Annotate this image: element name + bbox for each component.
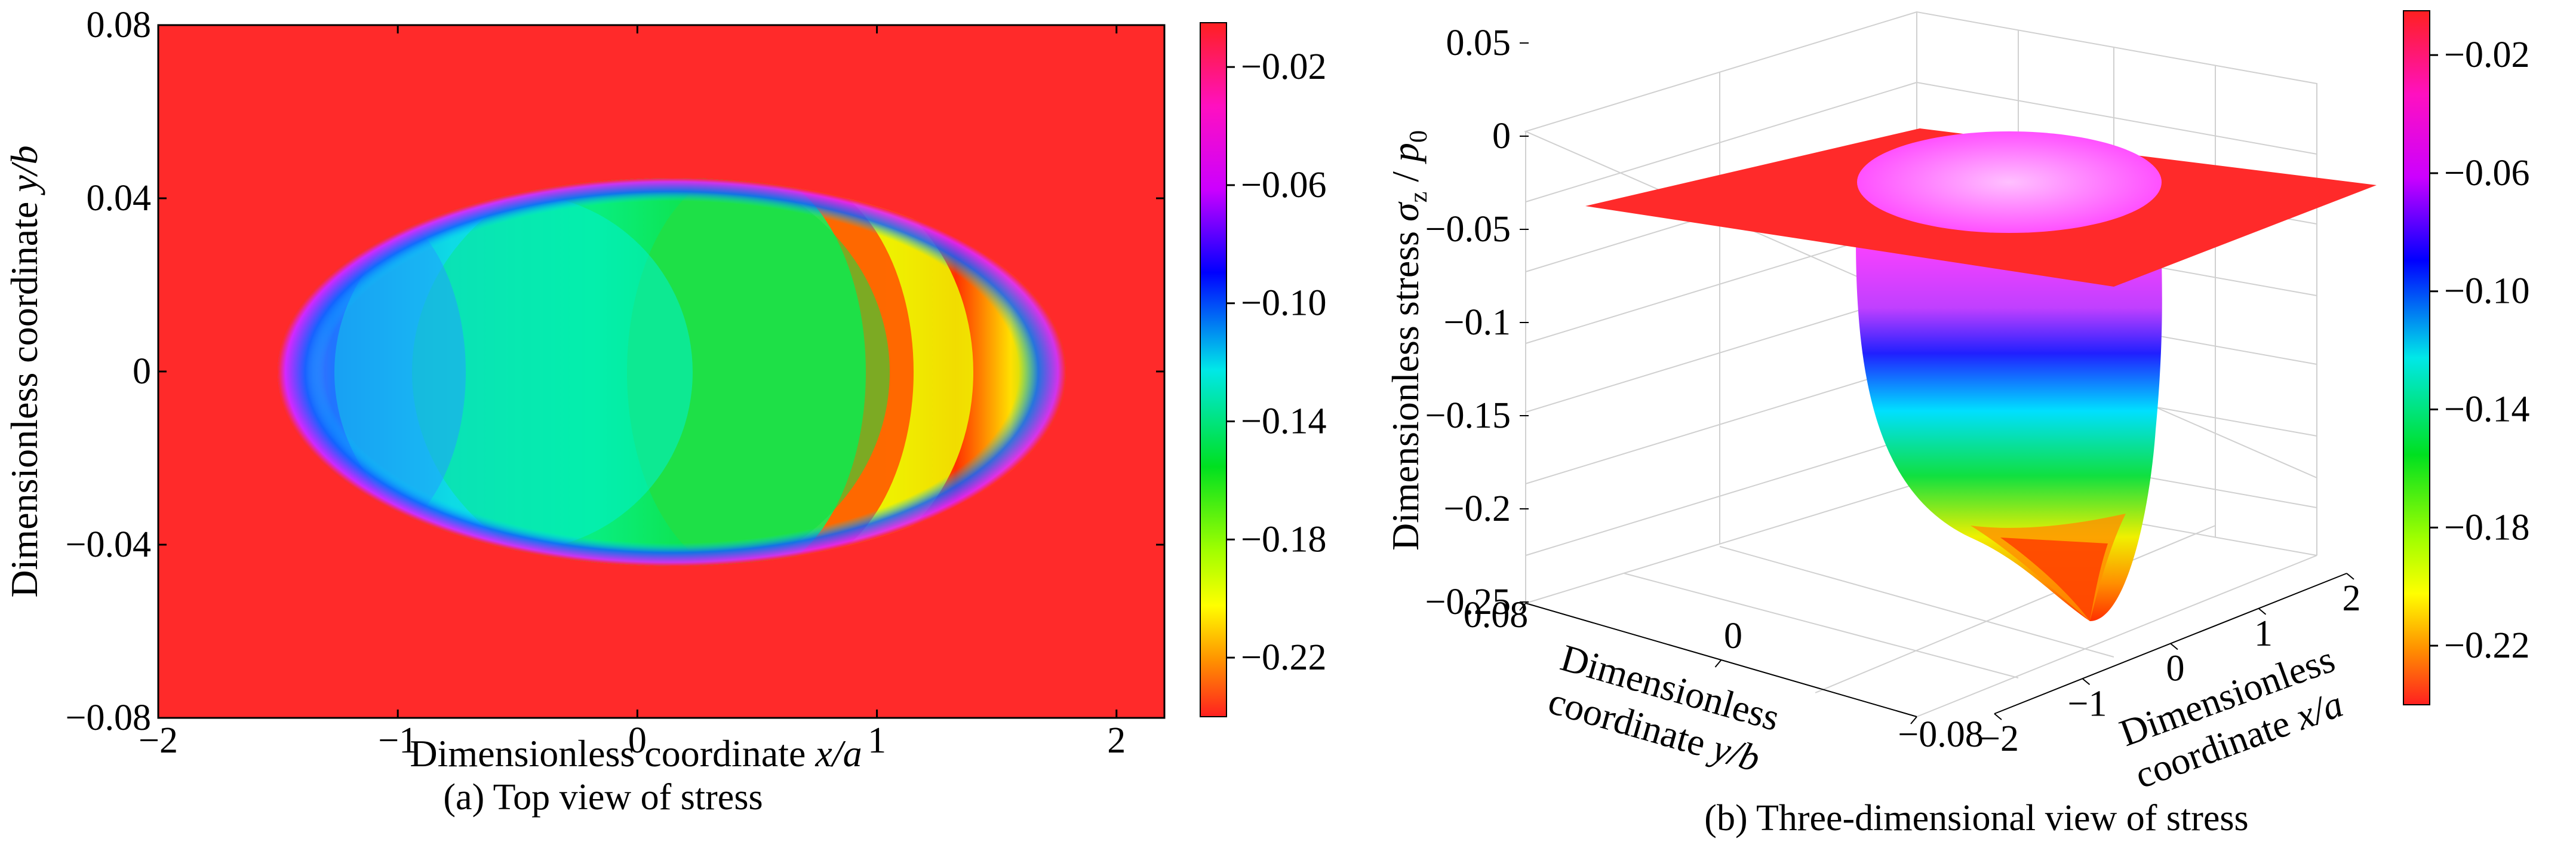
panel-a: −2 −1 0 1 2 −0.08 −0.04 0 0.04 0.08 Dimensionles…	[3, 5, 1326, 818]
colorbar-b	[2403, 10, 2430, 705]
z-tick-label-b: −0.05	[1425, 209, 1511, 250]
colorbar-tick-label: −0.14	[1241, 401, 1326, 442]
stress-surface	[1856, 239, 2162, 621]
y-tick-mark-b	[1519, 603, 1526, 611]
colorbar-tick-label: −0.06	[1241, 165, 1326, 205]
colorbar-tick-label: −0.02	[1241, 47, 1326, 87]
x-tick-label-b: −2	[1979, 718, 2019, 759]
colorbar-tick-label: −0.02	[2444, 35, 2529, 75]
z-tick-label-b: 0.05	[1446, 23, 1511, 63]
z-tick-label-b: −0.2	[1444, 489, 1511, 529]
colorbar-tick-label: −0.22	[2444, 625, 2529, 666]
colorbar-a-ticks: −0.02 −0.06 −0.10 −0.14 −0.18 −0.22	[1226, 47, 1326, 678]
y-tick-label-a: 0.04	[87, 178, 152, 219]
y-tick-label-b: −0.08	[1898, 714, 1983, 755]
x-tick-label-a: 1	[868, 720, 886, 761]
y-axis-ticks-a: −0.08 −0.04 0 0.04 0.08	[66, 5, 1164, 738]
y-tick-label-a: 0	[133, 351, 151, 392]
y-tick-label-b: 0.08	[1464, 595, 1529, 635]
z-axis-ticks-b: 0.05 0 −0.05 −0.1 −0.15 −0.2 −0.25	[1425, 23, 1529, 622]
y-tick-label-a: −0.04	[66, 524, 151, 565]
colorbar-b-ticks: −0.02 −0.06 −0.10 −0.14 −0.18 −0.22	[2430, 35, 2529, 666]
caption-b: (b) Three-dimensional view of stress	[1704, 798, 2248, 839]
colorbar-a	[1200, 22, 1227, 717]
colorbar-tick-label: −0.22	[1241, 637, 1326, 678]
y-axis-label-a: Dimensionless coordinate y/b	[3, 145, 45, 597]
x-tick-label-b: 0	[2166, 649, 2185, 689]
x-tick-mark-b	[2258, 607, 2267, 615]
z-tick-label-b: −0.1	[1444, 302, 1511, 343]
x-tick-mark-b	[2082, 678, 2091, 686]
stress-plane	[1585, 128, 2377, 287]
x-tick-label-b: 2	[2343, 578, 2361, 619]
x-tick-label-b: −1	[2068, 683, 2107, 724]
y-axis-label-b: Dimensionless coordinate y/b	[1544, 636, 1793, 785]
y-tick-label-a: −0.08	[66, 698, 151, 738]
x-tick-label-a: −1	[378, 720, 417, 761]
colorbar-tick-label: −0.18	[2444, 507, 2529, 548]
panel-b: 0.05 0 −0.05 −0.1 −0.15 −0.2 −0.25 Dimensionle…	[1384, 10, 2529, 839]
colorbar-tick-label: −0.10	[1241, 283, 1326, 324]
x-tick-mark-b	[1994, 713, 2002, 720]
x-tick-label-a: −2	[139, 720, 178, 761]
y-tick-mark-b	[1910, 716, 1917, 724]
y-tick-mark-b	[1714, 659, 1722, 668]
y-tick-label-b: 0	[1724, 616, 1742, 656]
y-axis-ticks-b: 0.08 0 −0.08	[1464, 595, 1984, 755]
x-axis-label-b: Dimensionless coordinate x/a	[2114, 634, 2365, 797]
x-axis-ticks-a: −2 −1 0 1 2	[139, 25, 1126, 761]
x-tick-label-a: 2	[1107, 720, 1126, 761]
z-axis-label-b: Dimensionless stress σz / p0	[1384, 130, 1433, 551]
colorbar-tick-label: −0.14	[2444, 389, 2529, 430]
y-tick-label-a: 0.08	[87, 5, 152, 45]
x-tick-label-a: 0	[628, 720, 647, 761]
x-axis-label-a: Dimensionless coordinate x/a	[410, 732, 862, 775]
x-axis-ticks-b: −2 −1 0 1 2	[1979, 573, 2361, 759]
x-tick-mark-b	[2170, 643, 2178, 650]
x-tick-label-b: 1	[2254, 613, 2273, 654]
z-tick-label-b: 0	[1492, 116, 1511, 156]
colorbar-tick-label: −0.18	[1241, 519, 1326, 560]
z-tick-label-b: −0.15	[1425, 395, 1511, 436]
z-tick-label-b: −0.25	[1425, 582, 1511, 622]
caption-a: (a) Top view of stress	[443, 777, 763, 818]
x-tick-mark-b	[2346, 573, 2354, 580]
colorbar-tick-label: −0.06	[2444, 153, 2529, 194]
colorbar-tick-label: −0.10	[2444, 271, 2529, 312]
